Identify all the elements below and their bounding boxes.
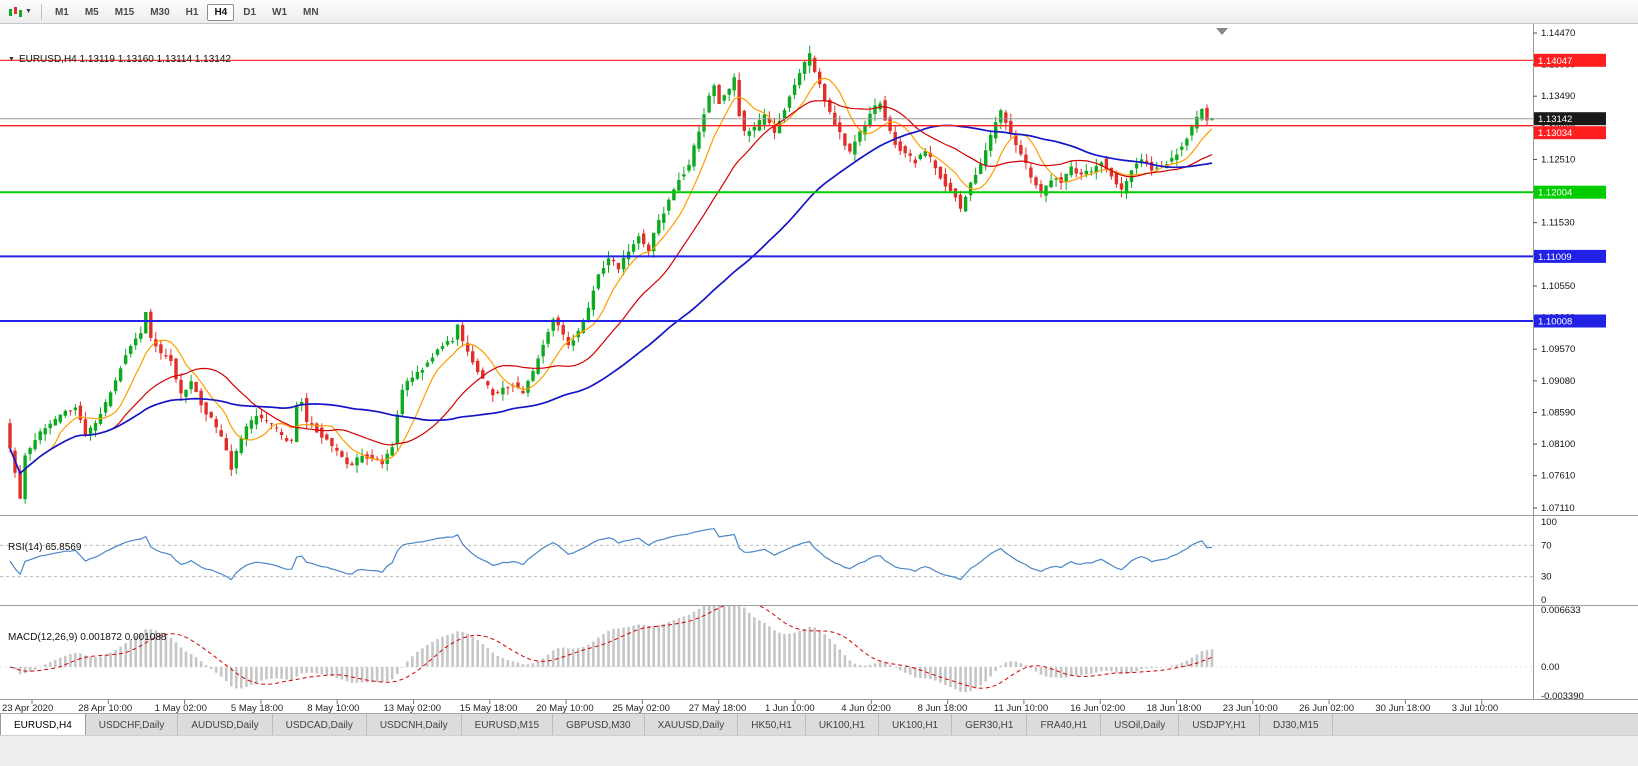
- svg-text:-0.003390: -0.003390: [1541, 691, 1584, 702]
- svg-text:1.07110: 1.07110: [1541, 503, 1575, 514]
- chart-type-icon[interactable]: ▼: [4, 3, 36, 21]
- chart-area[interactable]: 1.144701.139801.134901.130001.125101.120…: [0, 24, 1638, 713]
- svg-text:1.14470: 1.14470: [1541, 28, 1575, 39]
- timeframe-button-mn[interactable]: MN: [296, 4, 326, 21]
- price-chart[interactable]: 1.144701.139801.134901.130001.125101.120…: [0, 24, 1638, 713]
- svg-text:1.10550: 1.10550: [1541, 281, 1575, 292]
- tab-uk100-h1[interactable]: UK100,H1: [879, 714, 953, 736]
- candlestick-chart-icon: [9, 6, 22, 17]
- tab-dj30-m15[interactable]: DJ30,M15: [1260, 714, 1333, 736]
- svg-text:100: 100: [1541, 517, 1557, 528]
- price-badge: 1.11009: [1534, 249, 1606, 263]
- svg-text:23 Jun 10:00: 23 Jun 10:00: [1223, 703, 1278, 713]
- svg-text:1.13034: 1.13034: [1538, 128, 1572, 139]
- svg-text:1.07610: 1.07610: [1541, 471, 1575, 482]
- svg-text:1.09570: 1.09570: [1541, 344, 1575, 355]
- timeframe-button-d1[interactable]: D1: [236, 4, 263, 21]
- price-badge: 1.13142: [1534, 112, 1606, 126]
- svg-text:27 May 18:00: 27 May 18:00: [689, 703, 747, 713]
- timeframe-toolbar: ▼ M1 M5 M15 M30 H1 H4 D1 W1 MN: [0, 0, 1638, 24]
- svg-text:1.12510: 1.12510: [1541, 155, 1575, 166]
- timeframe-button-m15[interactable]: M15: [108, 4, 141, 21]
- tab-usoil-daily[interactable]: USOil,Daily: [1101, 714, 1180, 736]
- svg-text:0.00: 0.00: [1541, 662, 1560, 673]
- svg-text:30: 30: [1541, 572, 1552, 583]
- svg-text:5 May 18:00: 5 May 18:00: [231, 703, 283, 713]
- svg-text:25 May 02:00: 25 May 02:00: [612, 703, 670, 713]
- chevron-down-icon: ▼: [25, 8, 32, 15]
- tab-xauusd-daily[interactable]: XAUUSD,Daily: [645, 714, 739, 736]
- svg-text:1.11530: 1.11530: [1541, 218, 1575, 229]
- svg-text:30 Jun 18:00: 30 Jun 18:00: [1375, 703, 1430, 713]
- svg-text:1.11009: 1.11009: [1538, 252, 1572, 263]
- timeframe-button-m30[interactable]: M30: [143, 4, 176, 21]
- svg-text:20 May 10:00: 20 May 10:00: [536, 703, 594, 713]
- status-strip: [0, 735, 1638, 766]
- tab-ger30-h1[interactable]: GER30,H1: [952, 714, 1028, 736]
- tab-usdjpy-h1[interactable]: USDJPY,H1: [1179, 714, 1261, 736]
- svg-text:4 Jun 02:00: 4 Jun 02:00: [841, 703, 891, 713]
- tab-audusd-daily[interactable]: AUDUSD,Daily: [178, 714, 273, 736]
- timeframe-button-h1[interactable]: H1: [179, 4, 206, 21]
- tab-fra40-h1[interactable]: FRA40,H1: [1027, 714, 1102, 736]
- macd-histogram: [9, 606, 1214, 693]
- chart-shift-marker: [1216, 28, 1228, 35]
- svg-text:18 Jun 18:00: 18 Jun 18:00: [1147, 703, 1202, 713]
- macd-label: MACD(12,26,9) 0.001872 0.001088: [8, 632, 167, 643]
- price-badge: 1.13034: [1534, 126, 1606, 140]
- tab-usdcnh-daily[interactable]: USDCNH,Daily: [367, 714, 462, 736]
- svg-text:13 May 02:00: 13 May 02:00: [384, 703, 442, 713]
- ma-slow-blue: [9, 124, 1213, 475]
- svg-text:70: 70: [1541, 540, 1552, 551]
- svg-text:1.14047: 1.14047: [1538, 56, 1572, 67]
- rsi-label: RSI(14) 65.8569: [8, 542, 82, 553]
- tab-gbpusd-m30[interactable]: GBPUSD,M30: [553, 714, 645, 736]
- svg-text:26 Jun 02:00: 26 Jun 02:00: [1299, 703, 1354, 713]
- price-badge: 1.10008: [1534, 314, 1606, 328]
- timeframe-button-h4[interactable]: H4: [207, 4, 235, 21]
- price-badge: 1.14047: [1534, 53, 1606, 67]
- ohlc-readout: EURUSD,H4 1.13119 1.13160 1.13114 1.1314…: [18, 54, 231, 65]
- chart-title: ▼ EURUSD,H4 1.13119 1.13160 1.13114 1.131…: [8, 54, 231, 65]
- svg-text:1 May 02:00: 1 May 02:00: [155, 703, 207, 713]
- svg-text:1.09080: 1.09080: [1541, 376, 1575, 387]
- svg-text:0.006633: 0.006633: [1541, 605, 1581, 616]
- svg-text:8 Jun 18:00: 8 Jun 18:00: [918, 703, 968, 713]
- timeframe-button-m1[interactable]: M1: [48, 4, 76, 21]
- tab-usdcad-daily[interactable]: USDCAD,Daily: [273, 714, 367, 736]
- svg-text:1.10008: 1.10008: [1538, 317, 1572, 328]
- svg-text:16 Jun 02:00: 16 Jun 02:00: [1070, 703, 1125, 713]
- tab-usdchf-daily[interactable]: USDCHF,Daily: [86, 714, 179, 736]
- macd-signal-line: [9, 606, 1213, 689]
- svg-text:1 Jun 10:00: 1 Jun 10:00: [765, 703, 815, 713]
- ma-mid-red: [9, 100, 1213, 475]
- timeframe-buttons: M1 M5 M15 M30 H1 H4 D1 W1 MN: [47, 2, 327, 21]
- chart-tabs: EURUSD,H4 USDCHF,Daily AUDUSD,Daily USDCAD,…: [0, 713, 1638, 736]
- tab-eurusd-h4[interactable]: EURUSD,H4: [0, 714, 86, 736]
- svg-text:28 Apr 10:00: 28 Apr 10:00: [78, 703, 132, 713]
- symbol-dropdown-icon[interactable]: ▼: [8, 56, 15, 63]
- svg-text:11 Jun 10:00: 11 Jun 10:00: [994, 703, 1048, 713]
- timeframe-button-m5[interactable]: M5: [78, 4, 106, 21]
- svg-text:1.08100: 1.08100: [1541, 439, 1575, 450]
- svg-text:1.13490: 1.13490: [1541, 91, 1575, 102]
- tab-hk50-h1[interactable]: HK50,H1: [738, 714, 806, 736]
- svg-text:1.13142: 1.13142: [1538, 114, 1572, 125]
- svg-text:3 Jul 10:00: 3 Jul 10:00: [1452, 703, 1498, 713]
- svg-text:1.08590: 1.08590: [1541, 408, 1575, 419]
- svg-text:15 May 18:00: 15 May 18:00: [460, 703, 518, 713]
- svg-text:8 May 10:00: 8 May 10:00: [307, 703, 359, 713]
- tab-eurusd-m15[interactable]: EURUSD,M15: [462, 714, 554, 736]
- svg-text:0: 0: [1541, 595, 1546, 606]
- tab-uk100-h1[interactable]: UK100,H1: [806, 714, 879, 736]
- svg-text:23 Apr 2020: 23 Apr 2020: [2, 703, 53, 713]
- toolbar-divider: [40, 3, 42, 20]
- ma-fast-orange: [9, 77, 1213, 475]
- svg-text:1.12004: 1.12004: [1538, 188, 1572, 199]
- timeframe-button-w1[interactable]: W1: [265, 4, 294, 21]
- rsi-line: [9, 528, 1213, 581]
- price-badge: 1.12004: [1534, 185, 1606, 199]
